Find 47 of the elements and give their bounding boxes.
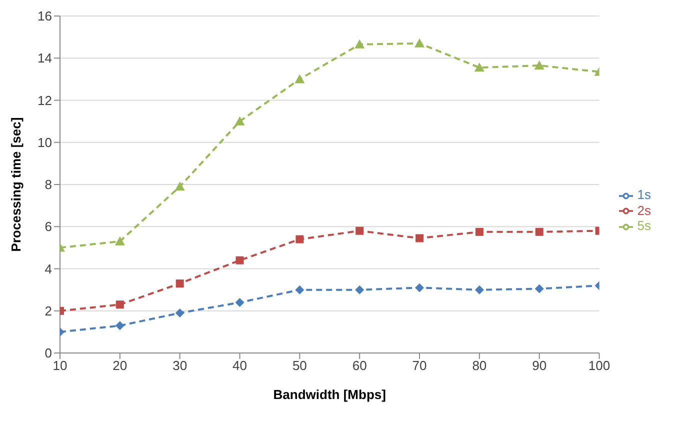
- point: [174, 182, 185, 191]
- point: [415, 283, 424, 292]
- x-tick-label: 60: [352, 358, 367, 374]
- point: [294, 74, 305, 84]
- y-tick-label: 0: [44, 346, 52, 361]
- point: [235, 298, 244, 307]
- point: [234, 116, 245, 126]
- point: [236, 256, 244, 264]
- point: [115, 321, 124, 330]
- point: [356, 226, 364, 235]
- y-tick-label: 14: [38, 50, 52, 66]
- y-tick-label: 16: [38, 8, 52, 24]
- y-tick-label: 6: [44, 219, 52, 234]
- y-tick-label: 4: [44, 261, 52, 276]
- x-axis-title: Bandwidth [Mbps]: [273, 387, 386, 402]
- x-tick-label: 20: [112, 358, 128, 374]
- y-tick-label: 10: [38, 134, 52, 150]
- x-tick-label: 90: [532, 358, 547, 374]
- legend-label: 2s: [637, 202, 651, 218]
- point: [474, 62, 484, 72]
- x-tick-label: 100: [588, 358, 610, 374]
- legend-label: 5s: [637, 218, 651, 234]
- point: [416, 234, 424, 242]
- point: [116, 300, 124, 309]
- point: [296, 235, 304, 244]
- point: [534, 284, 544, 294]
- point: [114, 236, 125, 246]
- point: [354, 39, 365, 48]
- x-tick-label: 50: [292, 358, 307, 374]
- point: [535, 228, 544, 236]
- point: [176, 279, 184, 288]
- x-tick-label: 70: [412, 358, 427, 374]
- point: [474, 285, 484, 294]
- legend-label: 1s: [637, 187, 651, 202]
- point: [534, 60, 544, 70]
- y-tick-label: 2: [44, 303, 52, 318]
- y-axis-title: Processing time [sec]: [8, 117, 24, 252]
- y-tick-label: 8: [44, 177, 52, 192]
- y-tick-label: 12: [38, 92, 52, 108]
- point: [355, 285, 364, 294]
- point: [475, 228, 484, 236]
- x-tick-label: 80: [472, 358, 487, 374]
- point: [295, 285, 304, 294]
- x-tick-label: 30: [172, 358, 188, 374]
- point: [175, 308, 184, 318]
- x-tick-label: 40: [232, 358, 247, 374]
- point: [414, 38, 425, 48]
